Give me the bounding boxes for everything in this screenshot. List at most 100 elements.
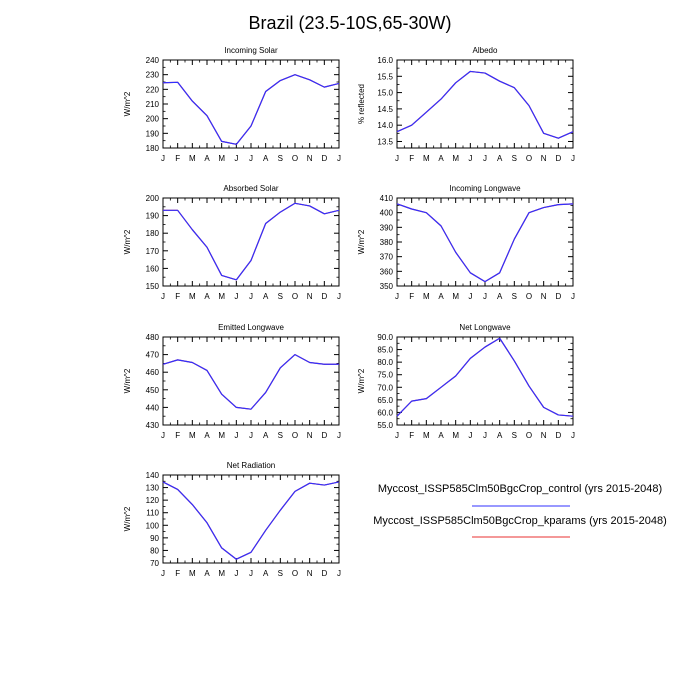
y-tick-label: 150 (146, 282, 160, 291)
y-tick-label: 450 (146, 386, 160, 395)
x-tick-label: D (321, 154, 327, 163)
y-tick-label: 16.0 (377, 56, 393, 65)
legend-entry-control-label: Myccost_ISSP585Clm50BgcCrop_control (yrs… (378, 483, 662, 495)
x-tick-label: S (278, 431, 283, 440)
y-tick-label: 70 (150, 559, 159, 568)
y-tick-label: 360 (380, 267, 394, 276)
x-tick-label: D (321, 431, 327, 440)
x-tick-label: M (189, 569, 196, 578)
y-tick-label: 60.0 (377, 408, 393, 417)
x-tick-label: M (189, 154, 196, 163)
x-tick-label: A (204, 431, 210, 440)
y-tick-label: 400 (380, 209, 394, 218)
x-tick-label: A (497, 292, 503, 301)
x-tick-label: J (571, 154, 575, 163)
x-tick-label: A (497, 431, 503, 440)
x-tick-label: M (452, 292, 459, 301)
x-tick-label: A (497, 154, 503, 163)
y-tick-label: 80 (150, 546, 159, 555)
y-tick-label: 70.0 (377, 383, 393, 392)
x-tick-label: J (483, 154, 487, 163)
y-axis-label-net-radiation: W/m^2 (123, 506, 132, 531)
x-tick-label: D (321, 292, 327, 301)
x-tick-label: A (263, 569, 269, 578)
y-tick-label: 410 (380, 194, 394, 203)
x-tick-label: J (161, 431, 165, 440)
y-tick-label: 160 (146, 264, 160, 273)
y-tick-label: 230 (146, 71, 160, 80)
x-tick-label: S (512, 431, 517, 440)
y-tick-label: 65.0 (377, 396, 393, 405)
y-axis-label-albedo: % reflected (357, 84, 366, 124)
x-tick-label: A (263, 154, 269, 163)
y-tick-label: 390 (380, 223, 394, 232)
x-tick-label: M (423, 154, 430, 163)
x-tick-label: J (161, 292, 165, 301)
series-line-control-incoming-solar (162, 74, 340, 145)
y-tick-label: 130 (146, 484, 160, 493)
y-tick-label: 170 (146, 247, 160, 256)
y-tick-label: 470 (146, 351, 160, 360)
x-tick-label: J (395, 292, 399, 301)
y-tick-label: 110 (146, 509, 159, 518)
x-tick-label: J (483, 431, 487, 440)
x-tick-label: M (423, 292, 430, 301)
y-tick-label: 13.5 (377, 137, 393, 146)
x-tick-label: N (307, 431, 313, 440)
x-tick-label: D (321, 569, 327, 578)
y-tick-label: 180 (146, 229, 160, 238)
panel-title-absorbed-solar: Absorbed Solar (223, 184, 278, 193)
x-tick-label: J (337, 292, 341, 301)
y-tick-label: 85.0 (377, 346, 393, 355)
x-tick-label: A (438, 154, 444, 163)
x-tick-label: O (292, 431, 298, 440)
y-tick-label: 460 (146, 368, 160, 377)
x-tick-label: M (423, 431, 430, 440)
y-tick-label: 15.0 (377, 89, 393, 98)
x-tick-label: D (555, 431, 561, 440)
x-tick-label: J (249, 569, 253, 578)
x-tick-label: F (175, 569, 180, 578)
y-tick-label: 200 (146, 194, 160, 203)
x-tick-label: M (189, 431, 196, 440)
x-tick-label: S (278, 569, 283, 578)
x-tick-label: J (468, 431, 472, 440)
x-tick-label: N (541, 292, 547, 301)
x-tick-label: N (307, 154, 313, 163)
x-tick-label: M (189, 292, 196, 301)
x-tick-label: J (571, 292, 575, 301)
x-tick-label: F (175, 431, 180, 440)
y-axis-label-emitted-longwave: W/m^2 (123, 368, 132, 393)
x-tick-label: J (468, 154, 472, 163)
x-tick-label: F (409, 431, 414, 440)
figure-title: Brazil (23.5-10S,65-30W) (248, 13, 451, 33)
x-tick-label: J (395, 154, 399, 163)
series-line-control-incoming-longwave (396, 203, 574, 283)
y-tick-label: 90.0 (377, 333, 393, 342)
y-tick-label: 220 (146, 85, 160, 94)
y-axis-label-incoming-solar: W/m^2 (123, 91, 132, 116)
panel-title-albedo: Albedo (473, 46, 498, 55)
y-tick-label: 100 (146, 521, 160, 530)
x-tick-label: M (218, 569, 225, 578)
x-tick-label: J (483, 292, 487, 301)
x-tick-label: O (292, 154, 298, 163)
y-tick-label: 15.5 (377, 72, 393, 81)
y-tick-label: 190 (146, 212, 160, 221)
series-line-control-albedo (396, 70, 574, 139)
x-tick-label: M (218, 431, 225, 440)
x-tick-label: N (307, 292, 313, 301)
x-tick-label: J (249, 154, 253, 163)
x-tick-label: A (438, 292, 444, 301)
x-tick-label: O (526, 154, 532, 163)
x-tick-label: J (234, 154, 238, 163)
x-tick-label: N (307, 569, 313, 578)
y-tick-label: 210 (146, 100, 160, 109)
